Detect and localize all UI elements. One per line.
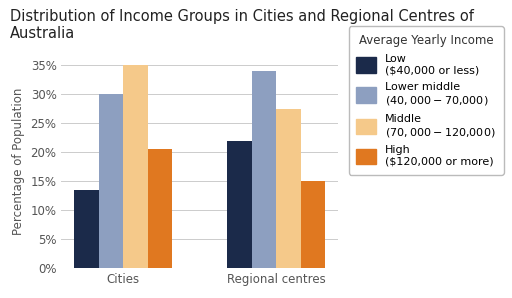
Bar	[98, 94, 123, 268]
Bar	[227, 141, 252, 268]
Bar	[276, 109, 301, 268]
Bar	[147, 149, 172, 268]
Bar	[123, 65, 147, 268]
Y-axis label: Percentage of Population: Percentage of Population	[12, 87, 25, 235]
Bar	[301, 181, 325, 268]
Legend: Low
($40,000 or less), Lower middle
($40,000-$70,000), Middle
($70,000-$120,000): Low ($40,000 or less), Lower middle ($40…	[349, 27, 504, 175]
Bar	[74, 190, 98, 268]
Bar	[252, 71, 276, 268]
Text: Distribution of Income Groups in Cities and Regional Centres of Australia: Distribution of Income Groups in Cities …	[10, 9, 474, 41]
